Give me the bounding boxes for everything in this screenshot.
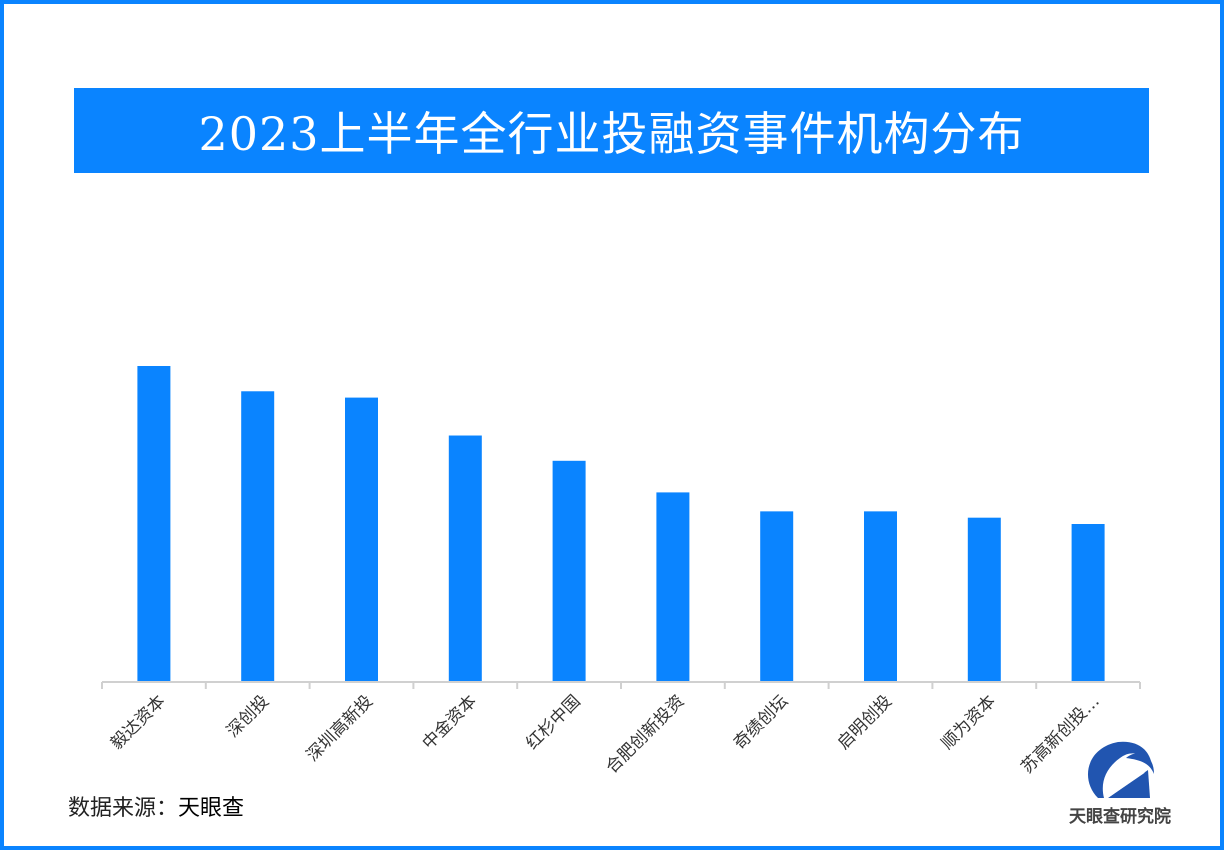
bar-8 [967, 517, 1001, 682]
bar-5 [656, 492, 690, 682]
x-tick-label: 红杉中国 [522, 691, 584, 753]
x-tick-label: 深创投 [223, 691, 273, 741]
logo-text: 天眼查研究院 [1069, 807, 1171, 827]
x-tick-label: 奇绩创坛 [730, 691, 792, 753]
bar-2 [345, 397, 378, 682]
bar-0 [137, 366, 171, 682]
bar-4 [552, 460, 586, 682]
x-tick-label: 顺为资本 [938, 691, 1000, 753]
x-tick-label: 毅达资本 [107, 691, 169, 753]
bar-3 [448, 435, 482, 682]
source-label: 数据来源： [68, 796, 179, 821]
bar-6 [760, 511, 794, 682]
x-tick-label: 合肥创新投资 [602, 691, 688, 777]
x-tick-label: 中金资本 [419, 691, 481, 753]
data-source: 数据来源：天眼查 [68, 790, 244, 822]
bar-7 [864, 511, 897, 682]
bar-1 [241, 391, 275, 682]
x-tick-label: 启明创投 [834, 691, 896, 753]
logo-icon [1087, 741, 1154, 799]
logo: 天眼查研究院 [1058, 740, 1182, 830]
chart-title: 2023上半年全行业投融资事件机构分布 [74, 88, 1149, 173]
x-tick-label: 深圳高新投 [303, 691, 377, 765]
source-brand: 天眼查 [178, 796, 245, 821]
bar-9 [1071, 524, 1105, 682]
